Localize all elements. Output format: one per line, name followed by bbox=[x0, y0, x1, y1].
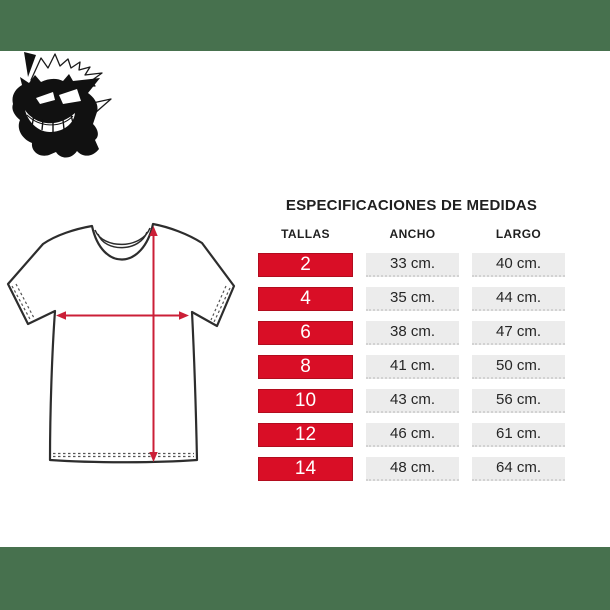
table-row: 4 35 cm. 44 cm. bbox=[258, 287, 565, 311]
table-row: 10 43 cm. 56 cm. bbox=[258, 389, 565, 413]
table-row: 14 48 cm. 64 cm. bbox=[258, 457, 565, 481]
gengar-logo-icon bbox=[12, 52, 112, 158]
size-cell: 4 bbox=[258, 287, 353, 311]
table-row: 8 41 cm. 50 cm. bbox=[258, 355, 565, 379]
table-row: 2 33 cm. 40 cm. bbox=[258, 253, 565, 277]
ancho-cell: 48 cm. bbox=[366, 457, 459, 481]
size-table: TALLAS ANCHO LARGO 2 33 cm. 40 cm. 4 35 … bbox=[258, 227, 565, 481]
ancho-cell: 38 cm. bbox=[366, 321, 459, 345]
size-cell: 2 bbox=[258, 253, 353, 277]
bottom-green-band bbox=[0, 547, 610, 610]
largo-cell: 44 cm. bbox=[472, 287, 565, 311]
page-title: ESPECIFICACIONES DE MEDIDAS bbox=[285, 197, 538, 214]
largo-cell: 50 cm. bbox=[472, 355, 565, 379]
size-cell: 10 bbox=[258, 389, 353, 413]
size-cell: 6 bbox=[258, 321, 353, 345]
largo-cell: 64 cm. bbox=[472, 457, 565, 481]
column-header-largo: LARGO bbox=[495, 227, 542, 241]
top-green-band bbox=[0, 0, 610, 51]
largo-cell: 61 cm. bbox=[472, 423, 565, 447]
column-header-tallas: TALLAS bbox=[281, 227, 330, 241]
ancho-cell: 46 cm. bbox=[366, 423, 459, 447]
stitching-lines bbox=[11, 283, 231, 458]
largo-cell: 56 cm. bbox=[472, 389, 565, 413]
ancho-cell: 35 cm. bbox=[366, 287, 459, 311]
tshirt-measurement-diagram bbox=[6, 222, 236, 464]
size-cell: 14 bbox=[258, 457, 353, 481]
table-body: 2 33 cm. 40 cm. 4 35 cm. 44 cm. 6 38 cm.… bbox=[258, 253, 565, 481]
column-header-ancho: ANCHO bbox=[389, 227, 436, 241]
ancho-cell: 43 cm. bbox=[366, 389, 459, 413]
ancho-cell: 41 cm. bbox=[366, 355, 459, 379]
ancho-cell: 33 cm. bbox=[366, 253, 459, 277]
table-row: 12 46 cm. 61 cm. bbox=[258, 423, 565, 447]
width-arrow-icon bbox=[56, 311, 189, 320]
table-header-row: TALLAS ANCHO LARGO bbox=[258, 227, 565, 241]
largo-cell: 47 cm. bbox=[472, 321, 565, 345]
table-row: 6 38 cm. 47 cm. bbox=[258, 321, 565, 345]
size-cell: 12 bbox=[258, 423, 353, 447]
largo-cell: 40 cm. bbox=[472, 253, 565, 277]
length-arrow-icon bbox=[149, 226, 158, 462]
size-cell: 8 bbox=[258, 355, 353, 379]
